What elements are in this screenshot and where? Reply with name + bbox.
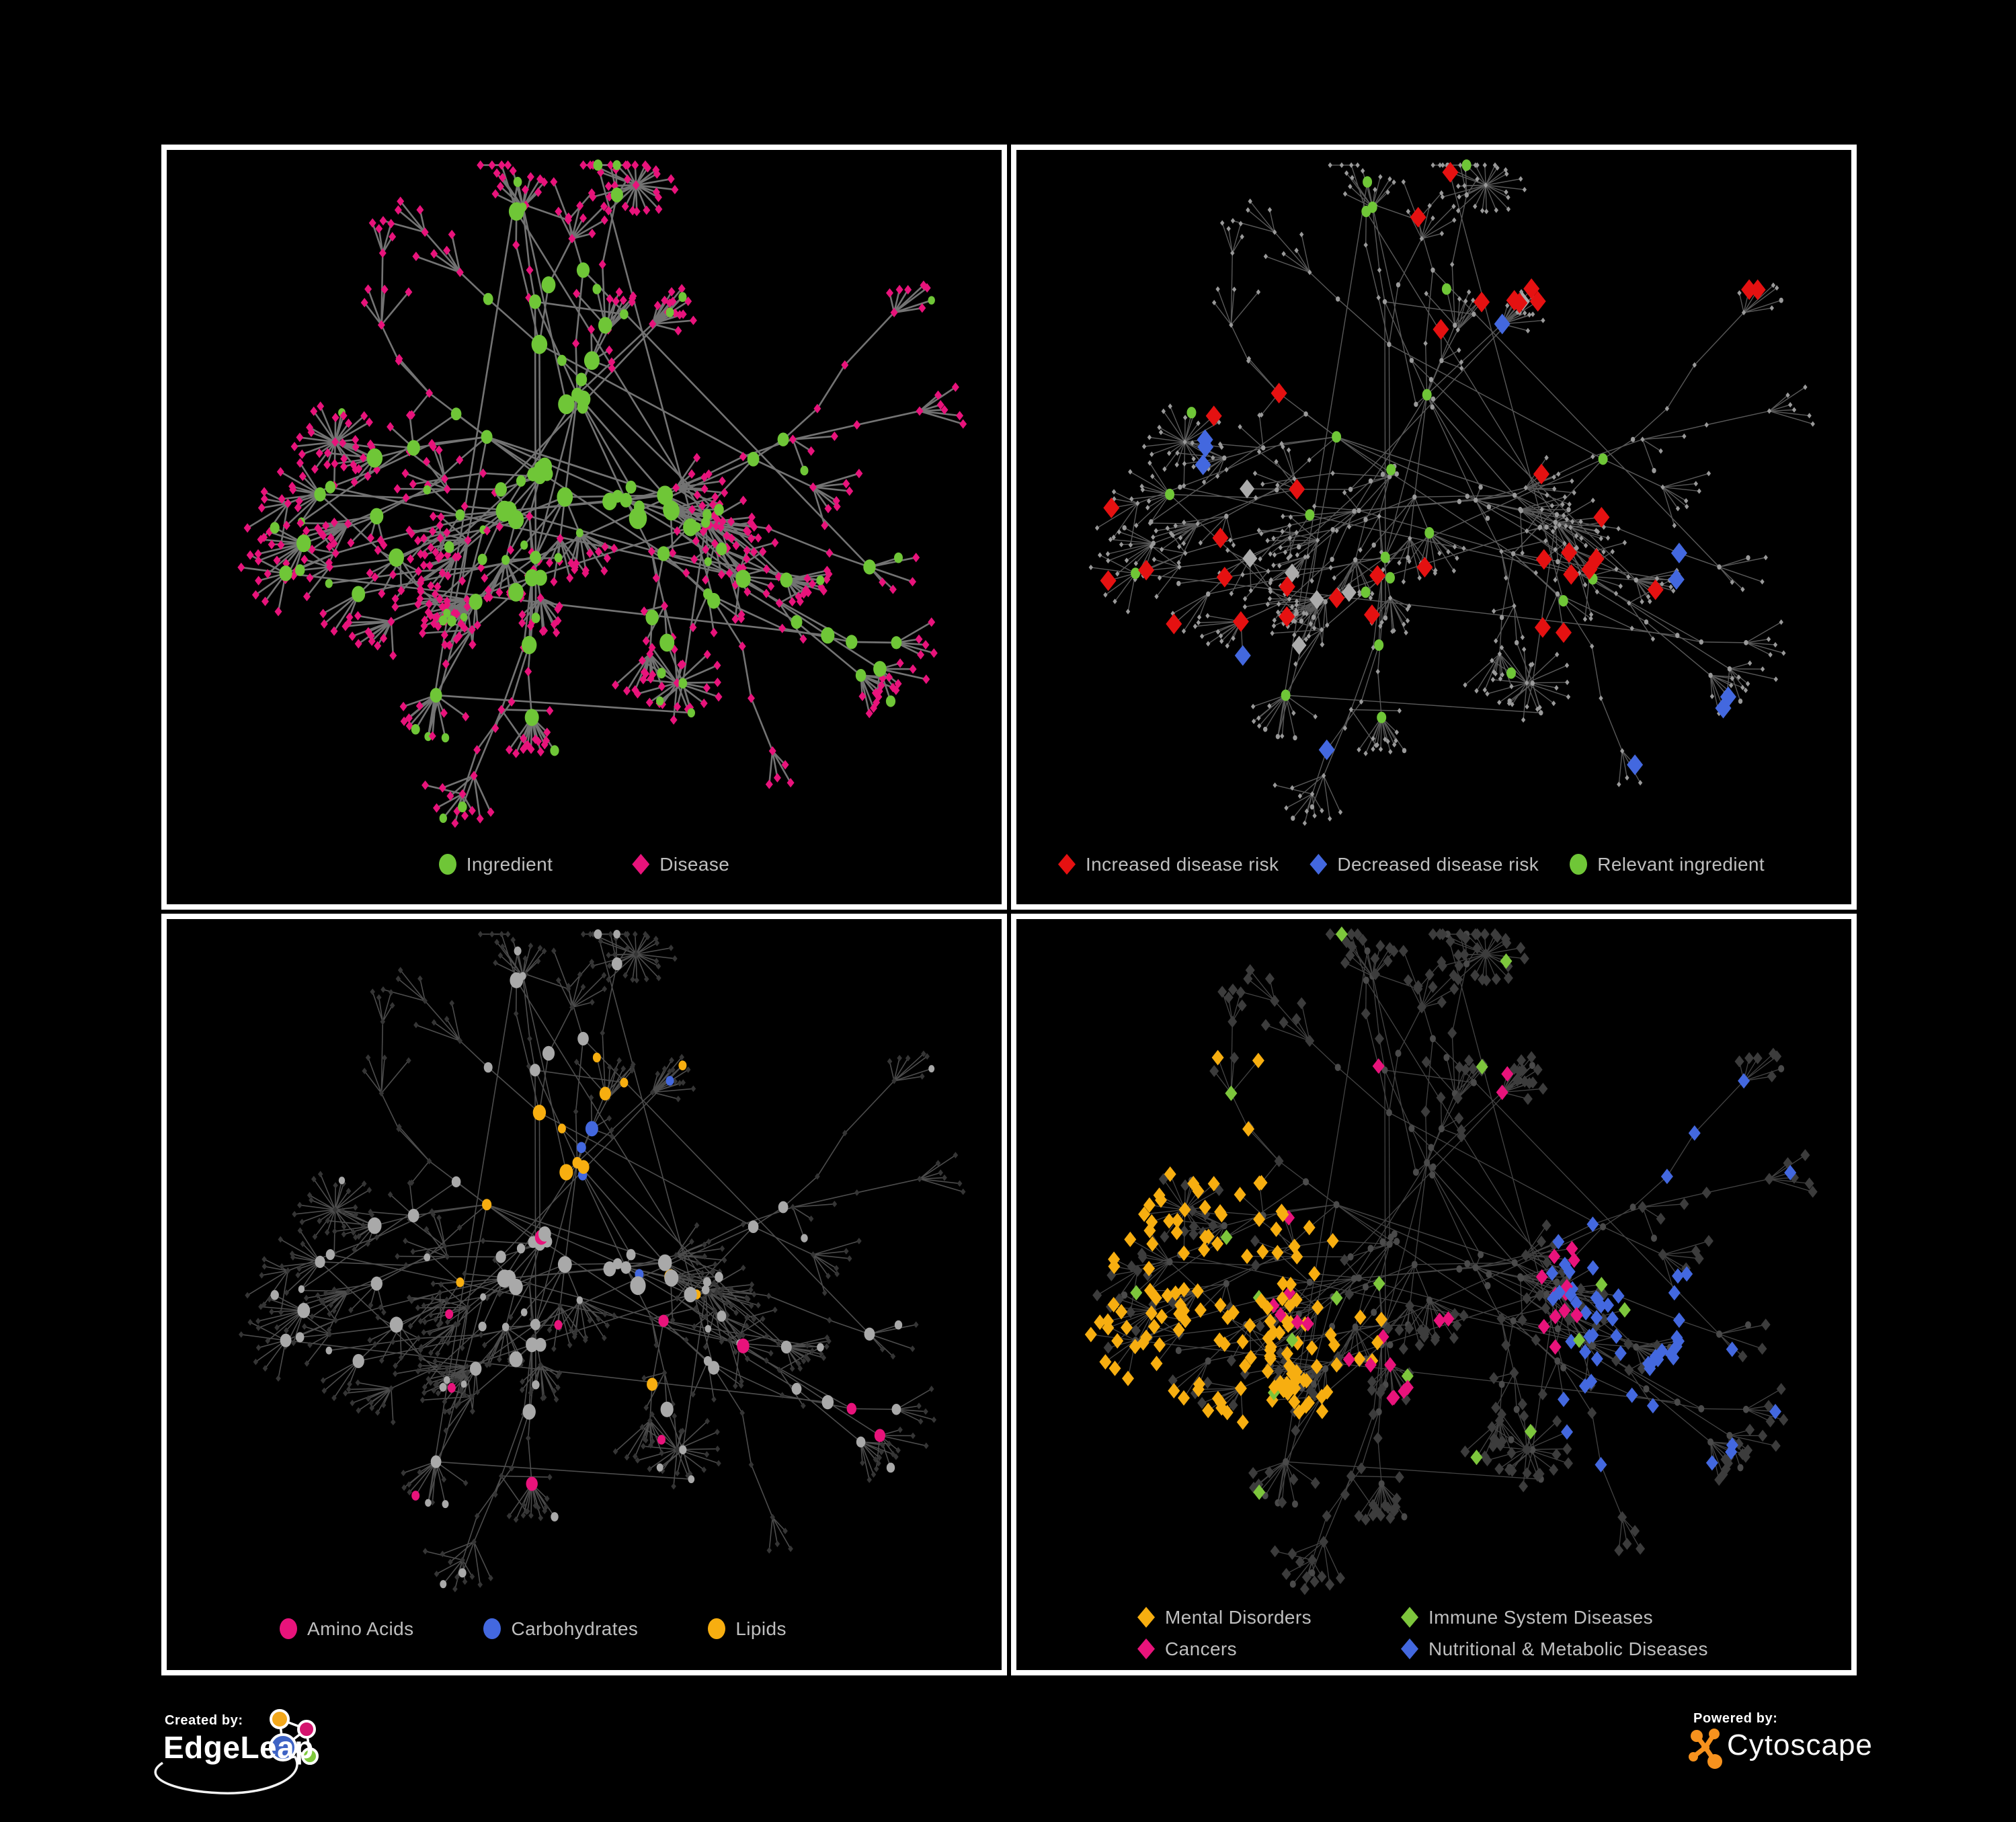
legend-marker-circle <box>280 1618 297 1639</box>
legend-label: Nutritional & Metabolic Diseases <box>1428 1640 1708 1659</box>
legend-label: Decreased disease risk <box>1337 855 1539 874</box>
legend-item: Mental Disorders <box>1137 1607 1401 1628</box>
legend-label: Relevant ingredient <box>1597 855 1765 874</box>
legend-item: Increased disease risk <box>1058 854 1279 875</box>
panel-disease-category: Mental Disorders Immune System Diseases Ca… <box>1011 914 1857 1675</box>
legend-label: Carbohydrates <box>511 1620 638 1638</box>
legend-label: Ingredient <box>467 855 553 874</box>
legend-marker-diamond <box>1401 1607 1418 1628</box>
legend-label: Lipids <box>735 1620 787 1638</box>
edgeleap-credit: Created by: EdgeLeap <box>134 1708 356 1822</box>
legend-label: Mental Disorders <box>1165 1608 1312 1627</box>
legend-label: Immune System Diseases <box>1428 1608 1653 1627</box>
legend-item: Amino Acids <box>280 1618 413 1639</box>
legend-item: Lipids <box>708 1618 787 1639</box>
panel-ingredient-disease: Ingredient Disease <box>161 145 1007 910</box>
legend-label: Amino Acids <box>307 1620 413 1638</box>
legend-item: Ingredient <box>439 854 553 875</box>
legend-item: Nutritional & Metabolic Diseases <box>1401 1638 1708 1659</box>
network-graph-disease-category <box>1016 919 1851 1606</box>
network-graph-nutrient-class <box>167 919 1002 1606</box>
legend-marker-diamond <box>1137 1607 1155 1628</box>
legend-marker-circle <box>708 1618 725 1639</box>
legend-marker-circle <box>1570 854 1587 875</box>
legend-item: Decreased disease risk <box>1309 854 1539 875</box>
legend-nutrient-class: Amino Acids Carbohydrates Lipids <box>280 1618 787 1639</box>
cytoscape-credit: Powered by: Cytoscape <box>1684 1711 1966 1792</box>
edgeleap-logo-text: EdgeLeap <box>163 1729 314 1766</box>
network-graph-disease-risk <box>1016 150 1851 840</box>
cytoscape-icon-nodes <box>1689 1729 1722 1769</box>
cytoscape-logo-text: Cytoscape <box>1727 1729 1873 1762</box>
legend-item: Cancers <box>1137 1638 1401 1659</box>
legend-label: Increased disease risk <box>1086 855 1279 874</box>
legend-marker-diamond <box>1401 1638 1418 1659</box>
legend-label: Disease <box>659 855 729 874</box>
legend-marker-diamond <box>632 854 649 875</box>
legend-marker-circle <box>483 1618 501 1639</box>
cytoscape-logo-icon <box>1688 1727 1724 1770</box>
legend-marker-diamond <box>1137 1638 1155 1659</box>
network-graph-ingredient-disease <box>167 150 1002 840</box>
powered-by-label: Powered by: <box>1693 1711 1778 1727</box>
legend-item: Immune System Diseases <box>1401 1607 1708 1628</box>
created-by-label: Created by: <box>165 1713 243 1729</box>
legend-marker-circle <box>439 854 456 875</box>
legend-item: Relevant ingredient <box>1570 854 1765 875</box>
panel-disease-risk: Increased disease risk Decreased disease … <box>1011 145 1857 910</box>
legend-marker-diamond <box>1058 854 1076 875</box>
panel-nutrient-class: Amino Acids Carbohydrates Lipids <box>161 914 1007 1675</box>
legend-ingredient-disease: Ingredient Disease <box>167 854 1002 875</box>
legend-item: Carbohydrates <box>483 1618 638 1639</box>
legend-disease-risk: Increased disease risk Decreased disease … <box>1058 854 1765 875</box>
legend-item: Disease <box>632 854 729 875</box>
legend-label: Cancers <box>1165 1640 1237 1659</box>
legend-disease-category: Mental Disorders Immune System Diseases Ca… <box>1137 1607 1708 1659</box>
legend-marker-diamond <box>1309 854 1327 875</box>
